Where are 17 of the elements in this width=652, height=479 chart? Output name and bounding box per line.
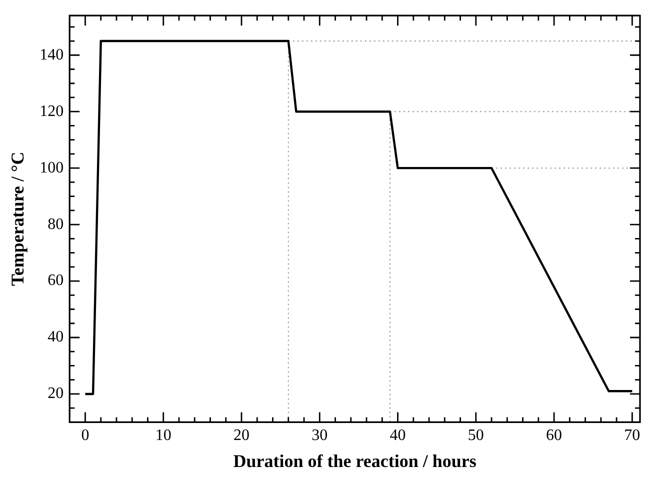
x-tick-label: 30 <box>312 427 328 444</box>
y-tick-label: 20 <box>48 385 64 402</box>
x-tick-label: 10 <box>155 427 172 444</box>
x-axis-title: Duration of the reaction / hours <box>233 450 476 471</box>
y-tick-label: 140 <box>40 46 64 64</box>
x-tick-label: 0 <box>81 427 90 444</box>
y-tick-label: 80 <box>48 216 64 233</box>
y-tick-label: 100 <box>40 159 64 176</box>
x-tick-label: 50 <box>468 427 484 444</box>
y-tick-label: 40 <box>48 328 64 346</box>
y-tick-label: 120 <box>40 102 64 120</box>
x-tick-label: 20 <box>234 427 250 444</box>
y-tick-label: 60 <box>48 272 64 290</box>
x-tick-label: 70 <box>624 427 640 444</box>
x-tick-label: 60 <box>546 427 562 444</box>
y-axis-title: Temperature / °C <box>7 152 28 286</box>
x-tick-label: 40 <box>390 427 406 444</box>
